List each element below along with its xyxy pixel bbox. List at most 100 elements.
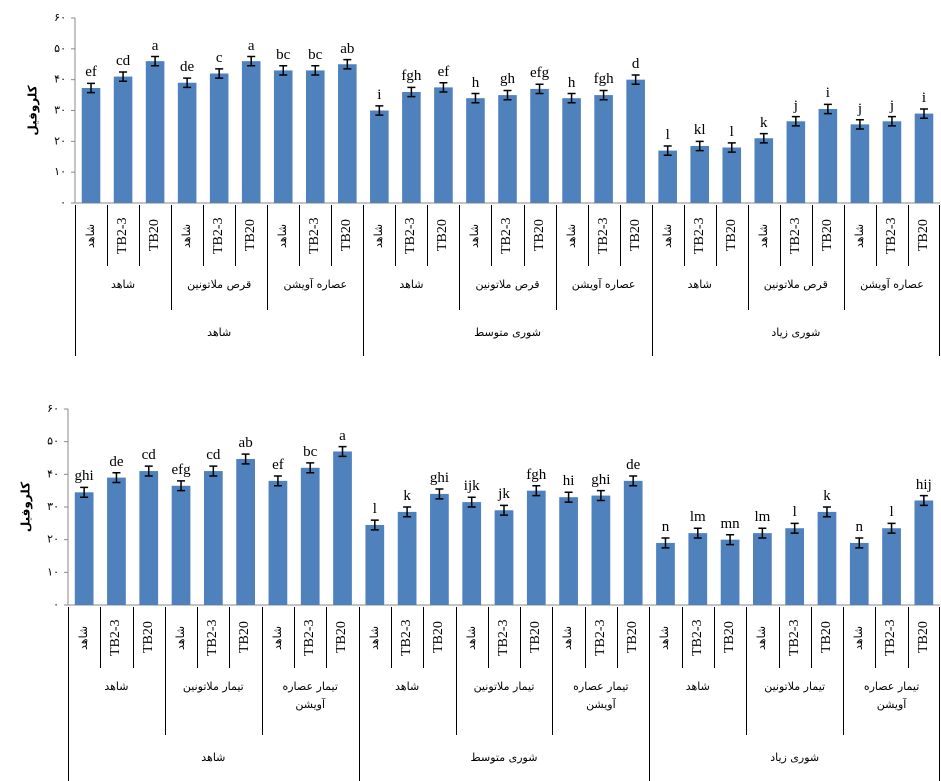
y-tick-label: ۵۰ (47, 435, 59, 448)
bar (817, 511, 837, 605)
significance-letter: j (889, 97, 895, 114)
error-bar (375, 105, 384, 116)
category-label: TB2-3 (883, 619, 899, 656)
separator (100, 607, 102, 668)
significance-letter: a (339, 427, 346, 444)
error-bar (467, 496, 476, 508)
significance-letter: cd (206, 447, 221, 464)
bar (882, 121, 902, 203)
separator (326, 607, 328, 668)
separator (907, 607, 909, 668)
significance-letter: k (823, 488, 831, 504)
subgroup-label: تیمار عصاره آویشن (863, 680, 920, 711)
error-bar (503, 89, 512, 101)
separator (423, 607, 425, 668)
separator (299, 205, 301, 266)
separator (552, 607, 554, 735)
bar (81, 87, 101, 203)
separator (681, 607, 683, 668)
error-bar (144, 465, 153, 477)
category-label: شاهد (468, 223, 482, 248)
error-bar (241, 453, 250, 465)
significance-letter: c (215, 49, 223, 66)
bar (494, 510, 514, 605)
separator (203, 205, 205, 266)
category-label: شاهد (367, 625, 381, 650)
subgroup-label: شاهد (104, 680, 129, 693)
significance-letter: kl (693, 122, 706, 139)
category-label: شاهد (372, 223, 386, 248)
separator (331, 205, 333, 266)
category-label: TB2-3 (495, 619, 511, 656)
separator (267, 205, 269, 310)
bar (530, 88, 549, 203)
significance-letter: bc (303, 443, 318, 460)
bar (300, 467, 320, 605)
error-bar (631, 74, 640, 86)
separator (939, 607, 940, 781)
y-tick-label: ۵۰ (54, 42, 66, 55)
category-label: شاهد (852, 625, 866, 650)
significance-letter: d (631, 56, 640, 73)
error-bar (567, 92, 576, 104)
subgroup-label: شاهد (687, 278, 712, 291)
error-bar (343, 58, 352, 70)
category-label: TB2-3 (115, 217, 131, 254)
separator (68, 607, 69, 781)
category-label: TB20 (915, 219, 931, 252)
subgroup-label: شاهد (399, 278, 424, 291)
error-bar (279, 65, 288, 76)
significance-letter: ab (340, 40, 355, 57)
error-bar (403, 506, 412, 518)
error-bar (790, 522, 799, 534)
y-tick-label: ۰ (60, 196, 66, 209)
separator (197, 607, 199, 668)
category-label: TB20 (528, 621, 544, 654)
bar (139, 471, 159, 605)
category-label: TB20 (627, 219, 643, 252)
bar (430, 493, 449, 605)
category-label: TB20 (722, 621, 738, 654)
error-bar (887, 522, 896, 534)
significance-letter: cd (141, 447, 156, 464)
category-label: شاهد (564, 223, 578, 248)
error-bar (370, 519, 379, 531)
category-label: TB20 (339, 219, 355, 252)
significance-letter: n (855, 519, 864, 536)
separator (683, 205, 685, 266)
error-bar (629, 475, 638, 487)
category-label: TB2-3 (595, 217, 611, 254)
bar (177, 82, 197, 203)
category-label: TB2-3 (205, 619, 221, 656)
bar (656, 542, 675, 605)
error-bar (596, 489, 605, 502)
separator (747, 205, 749, 310)
significance-letter: l (729, 123, 734, 140)
group-label: شوری زیاد (771, 326, 821, 339)
error-bar (661, 537, 670, 549)
bar (849, 542, 869, 605)
bar (466, 98, 485, 203)
significance-letter: n (661, 519, 670, 536)
significance-letter: i (921, 89, 927, 106)
category-label: TB20 (431, 621, 447, 654)
separator (261, 607, 263, 735)
bar (688, 533, 708, 605)
separator (778, 607, 780, 668)
y-tick-label: ۲۰ (54, 134, 66, 147)
error-bar (822, 506, 831, 518)
error-bar (338, 445, 347, 458)
bar (594, 95, 613, 203)
error-bar (439, 82, 448, 93)
significance-letter: h (471, 74, 480, 91)
separator (455, 607, 457, 735)
bar (914, 500, 934, 605)
category-label: TB20 (243, 219, 259, 252)
significance-letter: fgh (526, 466, 547, 483)
significance-letter: h (567, 74, 576, 91)
error-bar (407, 86, 416, 98)
category-label: TB2-3 (211, 217, 227, 254)
bar (462, 502, 482, 605)
category-label: شاهد (174, 625, 188, 650)
